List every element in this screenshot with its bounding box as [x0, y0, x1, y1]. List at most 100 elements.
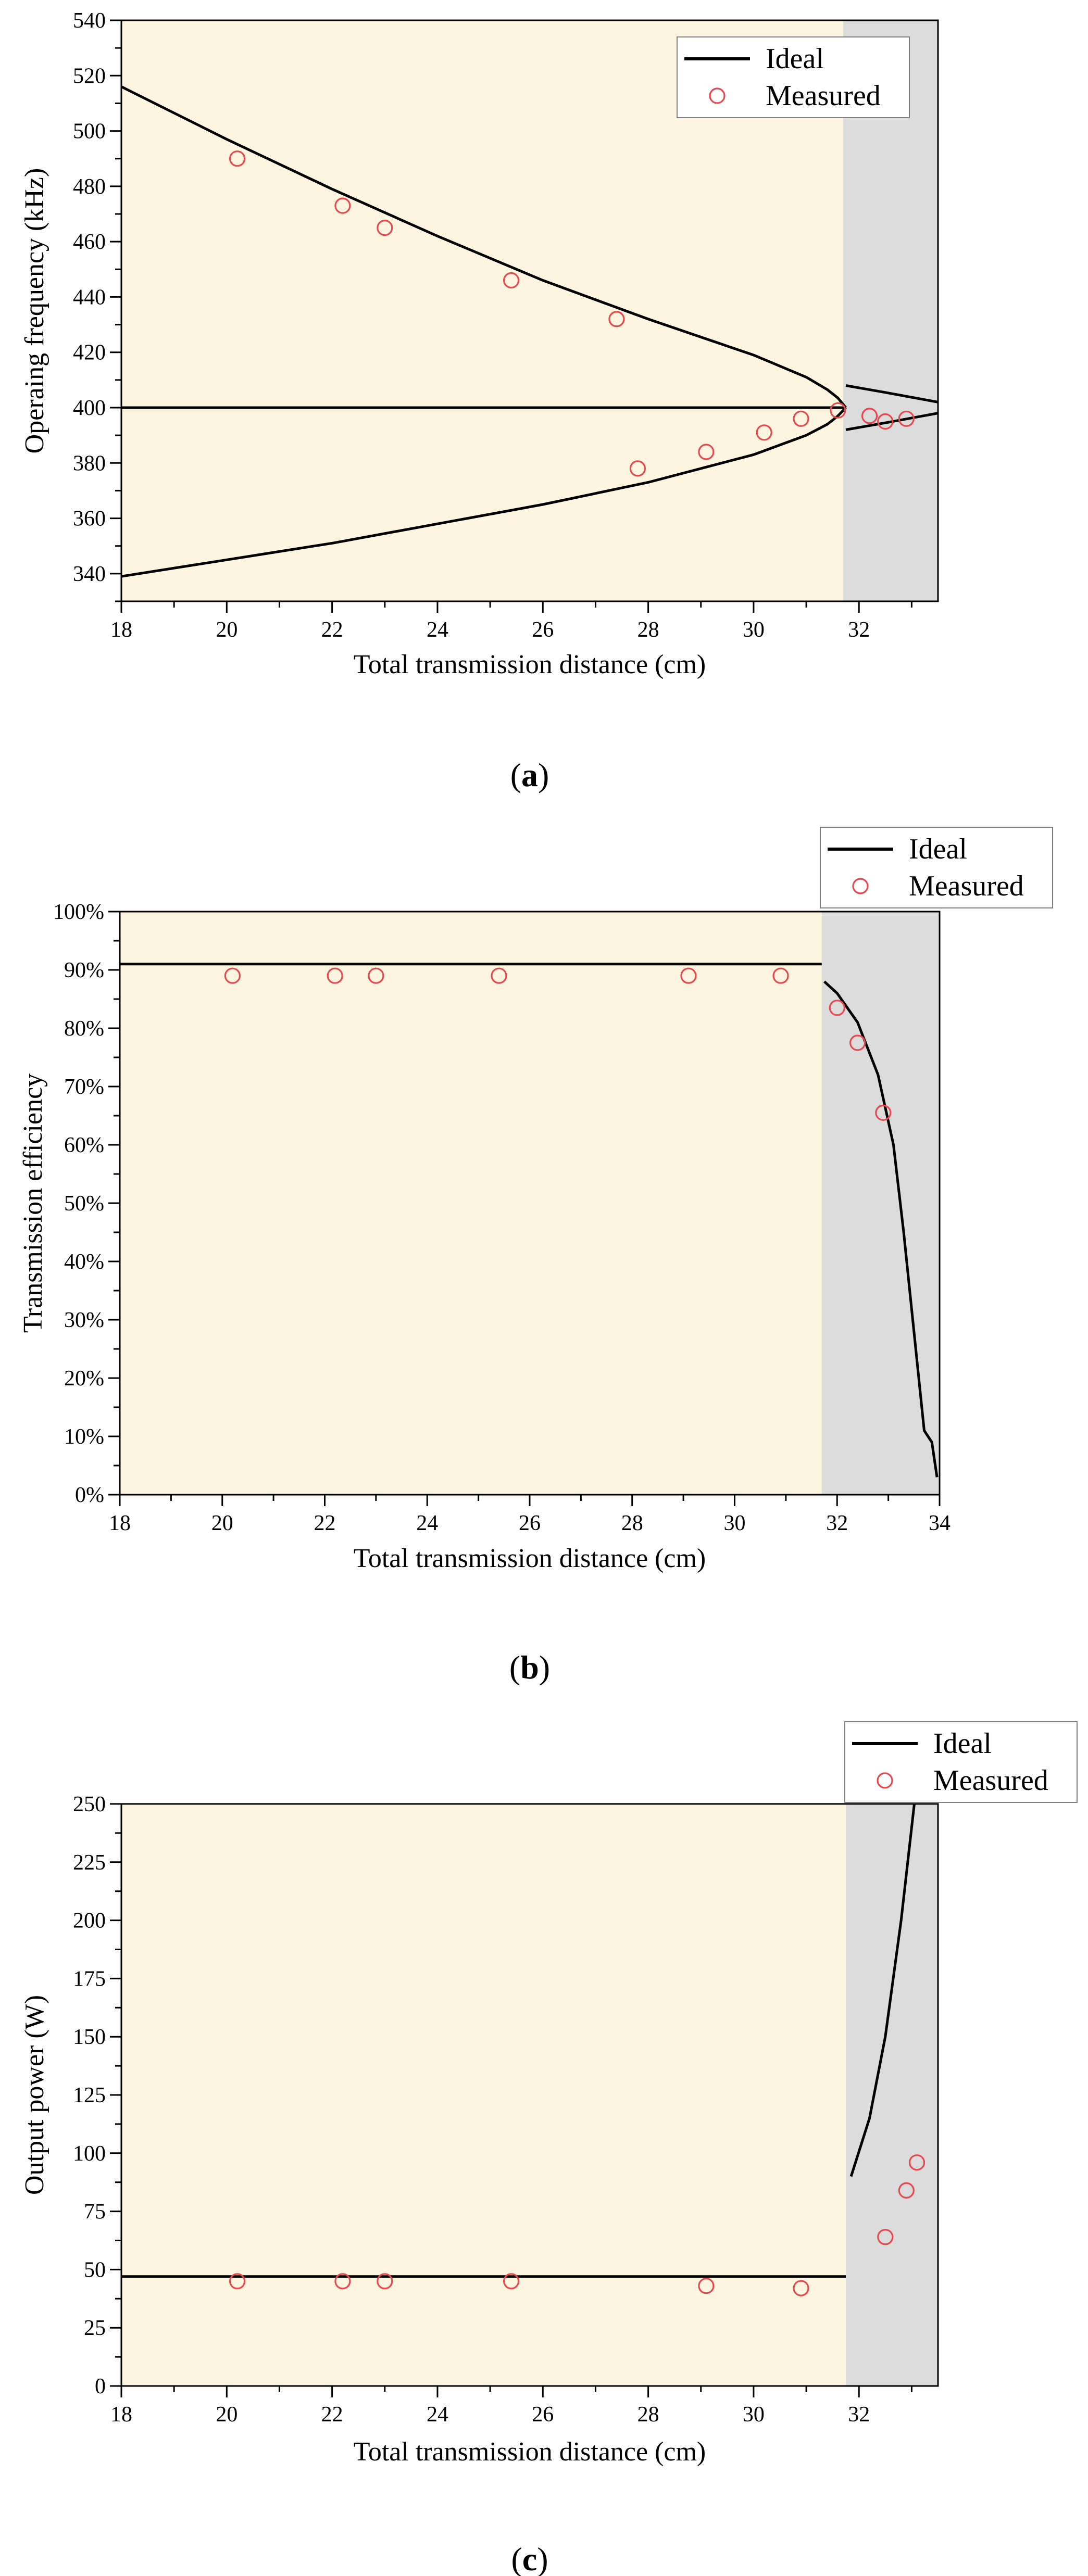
- measured-point: [377, 220, 393, 236]
- plot-data: [121, 85, 938, 578]
- x-tick-label: 24: [427, 2403, 448, 2427]
- chart-panel-a: 18 20 22 24 26 28 30 32 340 360 380 400 420 440 460 480…: [20, 9, 939, 793]
- x-tick-label: 34: [929, 1511, 951, 1535]
- x-tick-label: 30: [724, 1511, 746, 1535]
- y-tick-label: 70%: [64, 1075, 104, 1099]
- x-tick-label: 20: [211, 1511, 233, 1535]
- y-tick-label: 500: [73, 120, 106, 144]
- measured-point: [829, 1000, 845, 1016]
- x-tick-label: 32: [848, 618, 870, 642]
- y-tick-label: 100: [73, 2142, 106, 2166]
- measured-point: [698, 444, 715, 460]
- measured-point: [334, 2273, 351, 2290]
- y-tick-label: 540: [73, 9, 106, 33]
- chart-panel-c: 18 20 22 24 26 28 30 32 0 25 50 75 100 125 150 175 200 22…: [20, 1721, 1078, 2576]
- measured-point: [368, 967, 384, 984]
- measured-point: [756, 424, 772, 441]
- legend-measured-label: Measured: [909, 870, 1024, 902]
- measured-point: [334, 197, 351, 214]
- y-tick-label: 520: [73, 64, 106, 88]
- y-axis-title: Operaing frequency (kHz): [20, 168, 49, 454]
- measured-point: [908, 2154, 926, 2171]
- y-tick-label: 125: [73, 2083, 106, 2107]
- x-tick-label: 26: [519, 1511, 541, 1535]
- y-tick-label: 225: [73, 1851, 106, 1875]
- x-tick-label: 18: [109, 1511, 131, 1535]
- legend: Ideal Measured: [677, 36, 910, 118]
- y-tick-label: 150: [73, 2025, 106, 2049]
- y-tick-label: 30%: [64, 1308, 104, 1332]
- measured-point: [327, 967, 343, 984]
- ideal-series-line: [121, 407, 847, 578]
- x-tick-label: 30: [743, 618, 765, 642]
- shaded-region: [845, 1804, 938, 2386]
- x-tick-label: 24: [416, 1511, 438, 1535]
- y-tick-label: 60%: [64, 1133, 104, 1157]
- measured-point: [861, 408, 878, 424]
- x-tick-label: 28: [637, 2403, 659, 2427]
- x-tick-label: 22: [314, 1511, 336, 1535]
- y-tick-label: 200: [73, 1909, 106, 1933]
- x-tick-label: 22: [321, 618, 343, 642]
- measured-point: [698, 2278, 715, 2294]
- measured-point: [875, 1104, 892, 1121]
- x-tick-label: 32: [848, 2403, 870, 2427]
- legend-measured-swatch: [709, 87, 726, 104]
- y-tick-label: 420: [73, 341, 106, 365]
- panel-label-letter: c: [522, 2541, 537, 2576]
- measured-point: [898, 2182, 915, 2199]
- x-tick-label: 32: [826, 1511, 848, 1535]
- panel-label: (a): [510, 756, 549, 793]
- x-tick-label: 26: [532, 618, 554, 642]
- legend-measured-swatch: [877, 1772, 893, 1789]
- y-tick-label: 25: [84, 2316, 106, 2340]
- y-tick-label: 175: [73, 1967, 106, 1991]
- legend-box: [677, 36, 910, 118]
- x-tick-label: 26: [532, 2403, 554, 2427]
- measured-point: [680, 967, 697, 984]
- y-tick-label: 75: [84, 2200, 106, 2224]
- measured-point: [793, 2280, 809, 2296]
- legend: Ideal Measured: [820, 827, 1053, 908]
- y-tick-label: 10%: [64, 1425, 104, 1449]
- y-tick-label: 80%: [64, 1017, 104, 1041]
- y-tick-label: 480: [73, 175, 106, 199]
- panel-label-letter: b: [520, 1649, 539, 1686]
- legend-ideal-label: Ideal: [766, 43, 824, 75]
- x-tick-label: 18: [110, 618, 132, 642]
- y-tick-label: 100%: [53, 900, 104, 924]
- measured-point: [503, 272, 520, 289]
- legend-box: [820, 827, 1053, 908]
- y-tick-label: 460: [73, 230, 106, 254]
- x-tick-label: 30: [743, 2403, 765, 2427]
- plot-background: [121, 1804, 846, 2386]
- plot-frame: [120, 19, 939, 602]
- x-tick-label: 20: [216, 618, 237, 642]
- panel-label-letter: a: [521, 756, 538, 793]
- panel-label: (c): [511, 2541, 548, 2576]
- ideal-series-line: [849, 1804, 916, 2177]
- measured-point: [830, 402, 846, 419]
- measured-point: [608, 311, 625, 327]
- y-tick-label: 360: [73, 507, 106, 531]
- ideal-series-line: [845, 384, 938, 403]
- plot-background: [120, 912, 822, 1495]
- measured-point: [898, 410, 915, 427]
- y-tick-label: 340: [73, 562, 106, 586]
- x-tick-label: 24: [427, 618, 448, 642]
- y-tick-label: 50%: [64, 1192, 104, 1216]
- plot-data: [121, 1804, 926, 2296]
- y-tick-label: 90%: [64, 958, 104, 982]
- y-tick-label: 380: [73, 451, 106, 475]
- measured-point: [491, 967, 507, 984]
- ideal-series-line: [845, 412, 938, 431]
- measured-point: [772, 967, 789, 984]
- panel-label: (b): [509, 1649, 550, 1686]
- y-tick-label: 0%: [75, 1483, 104, 1507]
- plot-data: [120, 963, 939, 1478]
- measured-point: [629, 460, 646, 477]
- measured-point: [849, 1034, 866, 1051]
- y-tick-label: 50: [84, 2258, 106, 2282]
- legend-measured-swatch: [852, 878, 869, 894]
